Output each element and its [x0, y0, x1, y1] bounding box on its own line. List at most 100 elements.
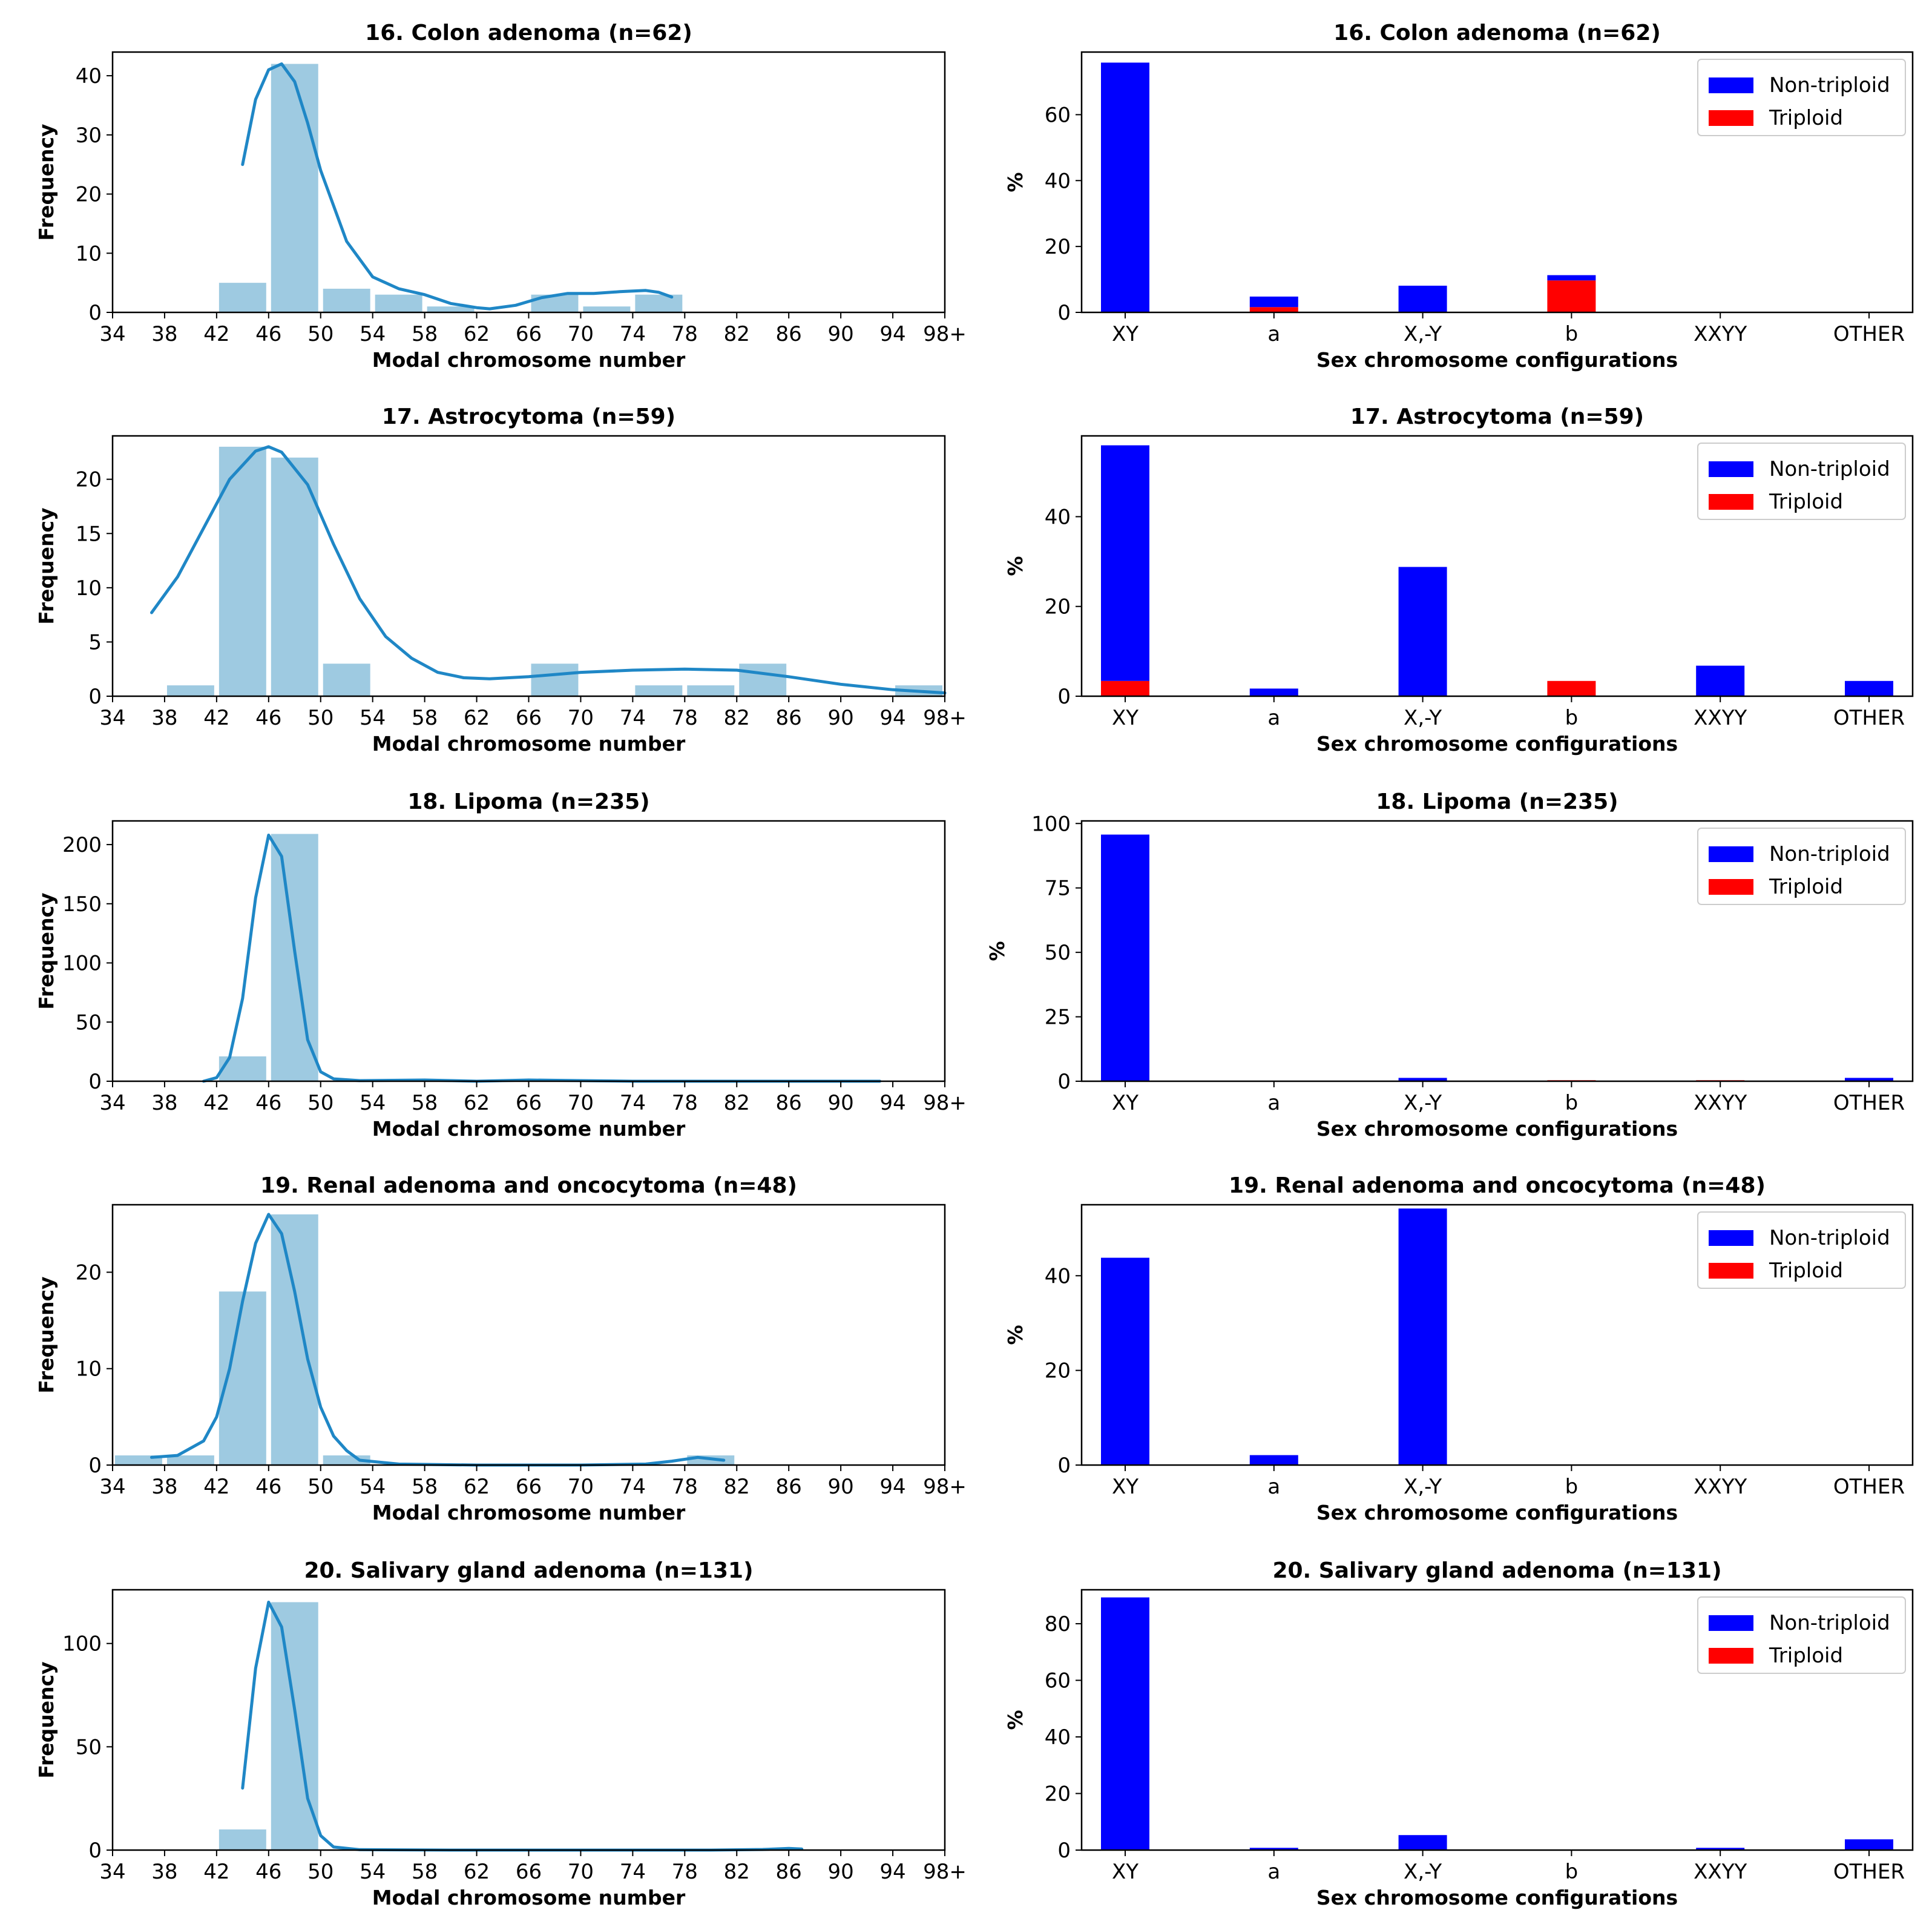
x-tick-label: OTHER — [1833, 1475, 1905, 1499]
y-tick-label: 5 — [88, 630, 102, 654]
x-tick-label: 86 — [776, 322, 802, 346]
x-tick-label: X,-Y — [1404, 1860, 1442, 1884]
x-tick-label: 54 — [360, 1860, 386, 1884]
x-tick-label: 34 — [99, 1091, 125, 1115]
legend-swatch-triploid — [1709, 879, 1753, 895]
x-tick-label: 94 — [879, 706, 905, 730]
legend-label-triploid: Triploid — [1769, 1644, 1843, 1668]
y-axis-label: % — [1004, 1710, 1027, 1730]
histogram-bar — [271, 457, 318, 696]
x-tick-label: 94 — [879, 322, 905, 346]
x-tick-label: XY — [1112, 322, 1138, 346]
y-tick-label: 100 — [62, 1632, 102, 1656]
y-tick-label: 150 — [62, 892, 102, 917]
x-axis-label: Modal chromosome number — [372, 348, 686, 372]
x-tick-label: 54 — [360, 322, 386, 346]
sex-config-panel-17: 17. Astrocytoma (n=59) 0 20 40 XY a X,-Y b XXYY O… — [1004, 404, 1914, 756]
x-tick-label: 66 — [516, 706, 542, 730]
bar-non-triploid-a — [1249, 296, 1298, 308]
bar-triploid-b — [1547, 680, 1596, 696]
x-tick-label: 54 — [360, 1091, 386, 1115]
x-tick-label: 62 — [464, 1475, 490, 1499]
x-tick-label: XXYY — [1694, 1091, 1747, 1115]
legend: Non-triploid Triploid — [1697, 1211, 1906, 1289]
axes-frame — [1080, 435, 1914, 697]
x-tick-label: 58 — [412, 706, 438, 730]
y-tick-label: 0 — [1057, 1454, 1071, 1478]
panel-title: 16. Colon adenoma (n=62) — [365, 21, 692, 45]
bar-non-triploid-XXYY — [1696, 1848, 1745, 1850]
x-tick-label: 74 — [620, 1091, 646, 1115]
y-tick-label: 50 — [76, 1735, 102, 1759]
y-tick-label: 0 — [1057, 685, 1071, 709]
legend-label-triploid: Triploid — [1769, 1259, 1843, 1283]
legend-label-triploid: Triploid — [1769, 106, 1843, 130]
histogram-panel-18: 18. Lipoma (n=235) 0 50 100 150 200 34 38 42 46 50… — [34, 789, 967, 1141]
histogram-bar — [166, 1455, 214, 1465]
histogram-bar — [635, 294, 683, 312]
x-tick-label: 50 — [307, 1091, 334, 1115]
panel-title: 17. Astrocytoma (n=59) — [1350, 404, 1644, 429]
y-tick-label: 0 — [1057, 1070, 1071, 1094]
panel-title: 20. Salivary gland adenoma (n=131) — [304, 1558, 753, 1583]
histogram-panel-17: 17. Astrocytoma (n=59) 0 5 10 15 20 34 38 42 46 50… — [34, 404, 967, 756]
y-axis-label: % — [1004, 172, 1027, 192]
x-tick-label: 78 — [672, 706, 698, 730]
x-tick-label: XXYY — [1694, 706, 1747, 730]
y-axis-label: % — [1004, 556, 1027, 576]
y-tick-label: 40 — [1045, 1264, 1071, 1288]
legend-swatch-non-triploid — [1709, 461, 1753, 477]
x-tick-label: 82 — [724, 322, 750, 346]
bar-non-triploid-XXYY — [1696, 665, 1745, 696]
sex-config-panel-16: 16. Colon adenoma (n=62) 0 20 40 60 XY a X,-Y b X… — [1004, 21, 1914, 372]
x-tick-label: 46 — [255, 706, 281, 730]
histogram-bar — [427, 306, 475, 312]
kde-line — [150, 445, 947, 695]
x-tick-label: 74 — [620, 706, 646, 730]
x-tick-label: 66 — [516, 1475, 542, 1499]
x-tick-label: 62 — [464, 322, 490, 346]
x-tick-label: 34 — [99, 1475, 125, 1499]
bar-non-triploid-OTHER — [1845, 1839, 1893, 1850]
legend-label-non-triploid: Non-triploid — [1769, 73, 1890, 97]
y-tick-label: 0 — [1057, 301, 1071, 325]
axes-frame — [111, 435, 946, 697]
x-tick-label: OTHER — [1833, 322, 1905, 346]
legend-swatch-non-triploid — [1709, 77, 1753, 93]
x-tick-label: 78 — [672, 1091, 698, 1115]
histogram-bar — [323, 288, 370, 312]
legend-label-non-triploid: Non-triploid — [1769, 1226, 1890, 1250]
x-tick-label: 54 — [360, 1475, 386, 1499]
histogram-bar — [687, 685, 735, 696]
bar-non-triploid-X,-Y — [1398, 1208, 1447, 1465]
x-tick-label: 90 — [827, 322, 853, 346]
y-tick-label: 100 — [62, 952, 102, 976]
x-axis-label: Modal chromosome number — [372, 732, 686, 756]
x-tick-label: 78 — [672, 322, 698, 346]
y-axis-label: % — [1004, 1325, 1027, 1345]
x-tick-label: 78 — [672, 1860, 698, 1884]
histogram-bar — [218, 1829, 266, 1850]
y-tick-label: 50 — [76, 1010, 102, 1035]
axes-frame — [111, 1589, 946, 1851]
y-tick-label: 15 — [76, 522, 102, 546]
x-tick-label: XXYY — [1694, 1860, 1747, 1884]
legend: Non-triploid Triploid — [1697, 1596, 1906, 1674]
histogram-panel-19: 19. Renal adenoma and oncocytoma (n=48) 0… — [34, 1173, 967, 1524]
bar-non-triploid-XY — [1101, 1257, 1149, 1465]
histogram-bar — [375, 294, 422, 312]
panel-title: 19. Renal adenoma and oncocytoma (n=48) — [1229, 1173, 1766, 1198]
y-tick-label: 40 — [1045, 505, 1071, 529]
x-tick-label: 42 — [203, 1091, 229, 1115]
x-tick-label: X,-Y — [1404, 706, 1442, 730]
x-tick-label: 46 — [255, 1860, 281, 1884]
y-tick-label: 60 — [1045, 1669, 1071, 1693]
x-tick-label: 70 — [568, 1091, 594, 1115]
panel-title: 18. Lipoma (n=235) — [1376, 789, 1618, 814]
x-tick-label: 98+ — [923, 1475, 967, 1499]
x-tick-label: 82 — [724, 706, 750, 730]
bar-non-triploid-OTHER — [1845, 1078, 1893, 1081]
bar-non-triploid-XY — [1101, 834, 1149, 1081]
histogram-bar — [218, 283, 266, 312]
